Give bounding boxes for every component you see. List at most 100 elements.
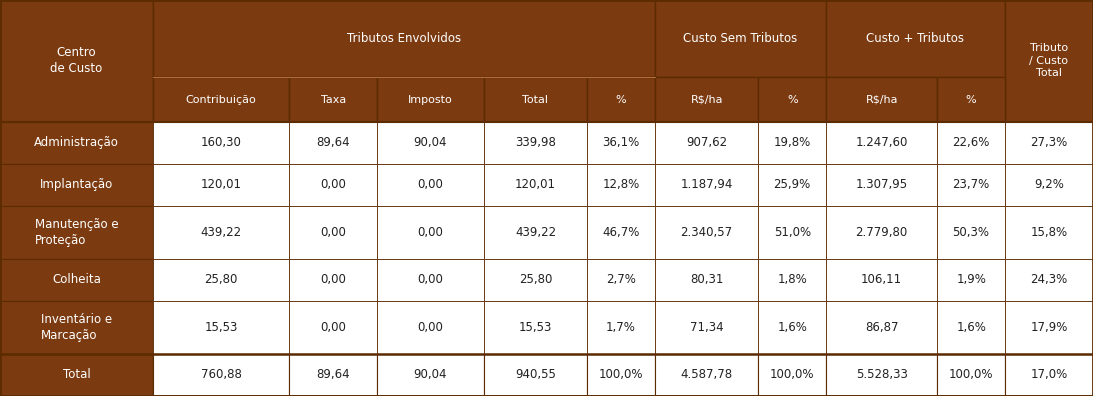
Text: 0,00: 0,00 [418,178,444,191]
Text: 15,8%: 15,8% [1031,226,1068,239]
Text: 1,8%: 1,8% [777,273,807,286]
Text: 46,7%: 46,7% [602,226,639,239]
Text: 1,9%: 1,9% [956,273,986,286]
Text: 106,11: 106,11 [861,273,902,286]
Bar [290,354,377,396]
Text: 1.247,60: 1.247,60 [856,136,908,149]
Bar [655,164,759,206]
Bar [0,164,153,206]
Bar [826,164,938,206]
Bar [826,301,938,354]
Text: R$/ha: R$/ha [866,95,898,105]
Text: 12,8%: 12,8% [602,178,639,191]
Bar [826,78,938,122]
Text: 0,00: 0,00 [320,273,346,286]
Bar [759,259,826,301]
Bar [826,0,1004,78]
Text: 15,53: 15,53 [519,321,552,334]
Text: Manutenção e
Proteção: Manutenção e Proteção [35,218,118,247]
Bar [655,301,759,354]
Bar [938,354,1004,396]
Text: Inventário e
Marcação: Inventário e Marcação [40,313,113,342]
Bar [290,78,377,122]
Bar [1004,0,1093,122]
Bar [826,259,938,301]
Text: Centro
de Custo: Centro de Custo [50,46,103,75]
Text: Custo Sem Tributos: Custo Sem Tributos [683,32,798,45]
Text: 4.587,78: 4.587,78 [681,369,732,381]
Text: 907,62: 907,62 [686,136,727,149]
Text: 120,01: 120,01 [200,178,242,191]
Text: 0,00: 0,00 [320,226,346,239]
Bar [290,301,377,354]
Bar [377,122,483,164]
Text: 100,0%: 100,0% [599,369,644,381]
Bar [587,122,655,164]
Bar [377,354,483,396]
Text: 22,6%: 22,6% [952,136,990,149]
Bar [587,206,655,259]
Text: Contribuição: Contribuição [186,95,257,105]
Bar [0,206,153,259]
Text: 25,9%: 25,9% [774,178,811,191]
Bar [483,259,587,301]
Text: 36,1%: 36,1% [602,136,639,149]
Bar [483,206,587,259]
Text: 17,9%: 17,9% [1031,321,1068,334]
Text: 27,3%: 27,3% [1031,136,1068,149]
Bar [153,206,290,259]
Bar [655,122,759,164]
Bar [587,259,655,301]
Text: 90,04: 90,04 [414,136,447,149]
Text: %: % [615,95,626,105]
Text: 50,3%: 50,3% [953,226,989,239]
Bar [0,354,153,396]
Text: 339,98: 339,98 [515,136,556,149]
Text: Custo + Tributos: Custo + Tributos [867,32,964,45]
Text: 9,2%: 9,2% [1034,178,1063,191]
Bar [377,206,483,259]
Bar [377,78,483,122]
Bar [759,122,826,164]
Bar [290,206,377,259]
Bar [483,122,587,164]
Bar [938,206,1004,259]
Text: 2,7%: 2,7% [607,273,636,286]
Text: 0,00: 0,00 [418,321,444,334]
Bar [1004,122,1093,164]
Bar [0,301,153,354]
Bar [153,354,290,396]
Text: 17,0%: 17,0% [1031,369,1068,381]
Bar [587,78,655,122]
Text: 25,80: 25,80 [519,273,552,286]
Bar [938,301,1004,354]
Bar [826,206,938,259]
Text: 51,0%: 51,0% [774,226,811,239]
Text: 439,22: 439,22 [515,226,556,239]
Text: 1,7%: 1,7% [607,321,636,334]
Bar [153,0,655,78]
Text: 0,00: 0,00 [418,273,444,286]
Bar [377,301,483,354]
Text: 0,00: 0,00 [320,178,346,191]
Text: %: % [787,95,798,105]
Bar [1004,301,1093,354]
Text: Taxa: Taxa [320,95,345,105]
Bar [587,301,655,354]
Text: 0,00: 0,00 [418,226,444,239]
Text: 160,30: 160,30 [201,136,242,149]
Bar [1004,259,1093,301]
Text: 2.779,80: 2.779,80 [856,226,908,239]
Bar [759,164,826,206]
Bar [655,206,759,259]
Text: R$/ha: R$/ha [691,95,722,105]
Text: 80,31: 80,31 [690,273,724,286]
Text: Imposto: Imposto [408,95,453,105]
Text: Tributos Envolvidos: Tributos Envolvidos [346,32,461,45]
Bar [153,259,290,301]
Text: 760,88: 760,88 [201,369,242,381]
Bar [1004,354,1093,396]
Bar [153,122,290,164]
Text: 439,22: 439,22 [200,226,242,239]
Text: 86,87: 86,87 [865,321,898,334]
